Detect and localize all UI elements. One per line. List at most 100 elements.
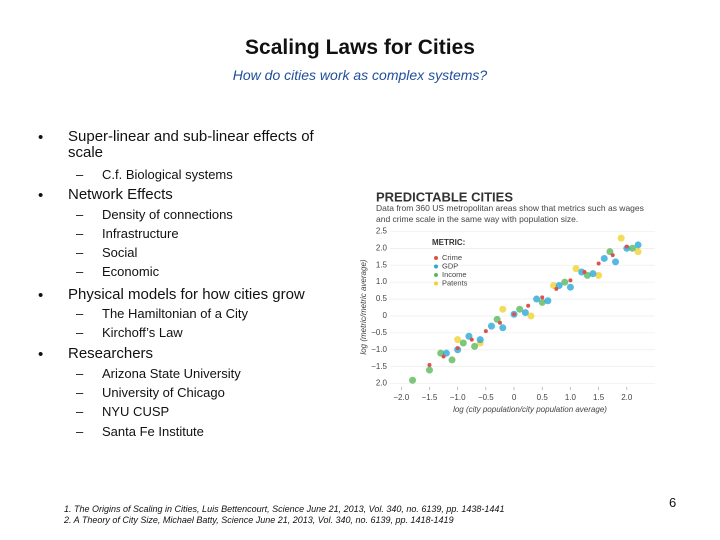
legend-label: Patents [442, 278, 468, 287]
point [561, 278, 569, 286]
point [578, 268, 586, 276]
y-tick-label: 0 [383, 311, 388, 320]
point [471, 342, 479, 350]
sub-bullet-text: Density of connections [102, 207, 233, 222]
sub-bullet-marker: – [76, 424, 84, 439]
point [596, 261, 601, 266]
chart-subtitle-box: Data from 360 US metropolitan areas show… [376, 203, 644, 224]
point [516, 305, 524, 313]
point [634, 248, 642, 256]
bullet-marker: • [38, 346, 44, 363]
y-tick-label: −1.5 [371, 362, 387, 371]
point [499, 305, 507, 313]
chart-title: PREDICTABLE CITIES [376, 189, 513, 204]
legend-label: GDP [442, 261, 458, 270]
point [589, 270, 597, 278]
point [409, 376, 417, 384]
footnote: 2. A Theory of City Size, Michael Batty,… [64, 515, 454, 525]
sub-bullet-marker: – [76, 325, 84, 340]
point [582, 269, 587, 274]
point [454, 336, 462, 344]
x-tick-label: 2.0 [621, 393, 633, 402]
point [538, 298, 546, 306]
point [469, 337, 474, 342]
legend-swatch [434, 256, 438, 260]
sub-bullet-marker: – [76, 306, 84, 321]
point [441, 354, 446, 359]
sub-bullet-marker: – [76, 167, 84, 182]
point [544, 297, 552, 305]
sub-bullet: – Kirchoff’s Law [76, 325, 183, 340]
bullet-marker: • [38, 287, 44, 304]
point [566, 283, 574, 291]
sub-bullet: – The Hamiltonian of a City [76, 306, 248, 321]
point [612, 258, 620, 266]
point [572, 265, 580, 273]
bullet-text: Researchers [68, 345, 154, 362]
point [554, 286, 559, 291]
legend-label: Income [442, 270, 467, 279]
legend-label: Crime [442, 253, 462, 262]
sub-bullet: – NYU CUSP [76, 404, 169, 419]
x-tick-label: 1.0 [565, 393, 577, 402]
bullet-marker: • [38, 129, 44, 146]
sub-bullet: – Economic [76, 264, 159, 279]
y-tick-label: 2.0 [376, 243, 388, 252]
point [527, 312, 535, 320]
point [459, 339, 467, 347]
legend-swatch [434, 264, 438, 269]
y-tick-label: 1.5 [376, 260, 388, 269]
sub-bullet-marker: – [76, 366, 84, 381]
sub-bullet: – Santa Fe Institute [76, 424, 204, 439]
sub-bullet-marker: – [76, 245, 84, 260]
legend-swatch [434, 273, 438, 277]
x-tick-label: −1.0 [450, 393, 466, 402]
y-tick-label: 1.0 [376, 277, 388, 286]
sub-bullet-text: C.f. Biological systems [102, 167, 233, 182]
bullet-marker: • [38, 187, 44, 204]
sub-bullet-marker: – [76, 385, 84, 400]
sub-bullet-text: University of Chicago [102, 385, 225, 400]
slide-title: Scaling Laws for Cities [245, 36, 475, 59]
sub-bullet: – Density of connections [76, 207, 233, 222]
sub-bullet: – C.f. Biological systems [76, 167, 233, 182]
bullet-text: Super-linear and sub-linear effects of s… [68, 128, 314, 161]
legend-swatch [434, 281, 438, 286]
sub-bullet-text: Infrastructure [102, 226, 179, 241]
point [526, 303, 531, 308]
point [540, 295, 545, 300]
point [610, 253, 615, 258]
chart-subtitle: Data from 360 US metropolitan areas show… [376, 203, 644, 224]
sub-bullet-text: Kirchoff’s Law [102, 325, 183, 340]
slide-subtitle: How do cities work as complex systems? [232, 67, 488, 83]
sub-bullet-text: Economic [102, 264, 160, 279]
y-tick-label: 0.5 [376, 294, 388, 303]
x-tick-label: −0.5 [478, 393, 494, 402]
point [533, 295, 541, 303]
sub-bullet-marker: – [76, 404, 84, 419]
point [448, 356, 456, 364]
sub-bullet: – Social [76, 245, 137, 260]
point [483, 329, 488, 334]
sub-bullet: – Infrastructure [76, 226, 179, 241]
y-tick-label: −0.5 [371, 328, 387, 337]
footnote: 1. The Origins of Scaling in Cities, Lui… [64, 504, 505, 514]
x-tick-label: 1.5 [593, 393, 605, 402]
point [568, 278, 573, 283]
point [497, 320, 502, 325]
x-tick-label: −1.5 [422, 393, 438, 402]
bullet-text: Network Effects [68, 186, 173, 203]
point [476, 336, 484, 344]
x-tick-label: −2.0 [393, 393, 409, 402]
legend-title: METRIC: [432, 238, 465, 247]
page-number: 6 [669, 495, 677, 510]
sub-bullet-marker: – [76, 264, 84, 279]
point [499, 324, 507, 332]
point [425, 366, 433, 374]
sub-bullet-text: NYU CUSP [102, 404, 170, 419]
point [628, 244, 636, 252]
y-tick-label: 2.0 [376, 379, 388, 388]
sub-bullet-marker: – [76, 207, 84, 222]
